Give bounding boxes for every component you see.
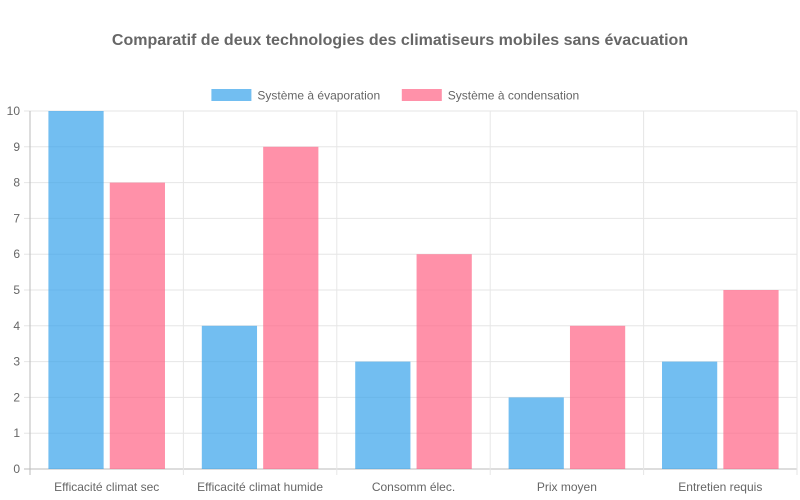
y-tick-label: 9 xyxy=(13,140,20,154)
x-tick-label: Efficacité climat sec xyxy=(54,480,159,494)
y-tick-label: 2 xyxy=(13,390,20,404)
y-tick-label: 0 xyxy=(13,462,20,476)
bar-condensation[interactable] xyxy=(263,146,319,470)
legend-swatch[interactable] xyxy=(211,89,252,101)
y-tick-label: 6 xyxy=(13,247,20,261)
y-tick-label: 4 xyxy=(13,319,20,333)
y-tick-label: 1 xyxy=(13,426,20,440)
bar-evaporation[interactable] xyxy=(355,361,411,469)
x-tick-label: Entretien requis xyxy=(678,480,762,494)
chart-legend[interactable]: Système à évaporation Système à condensat… xyxy=(211,89,579,103)
bar-condensation[interactable] xyxy=(569,325,626,469)
bar-evaporation[interactable] xyxy=(48,111,104,469)
bar-condensation[interactable] xyxy=(109,182,165,469)
legend-swatch[interactable] xyxy=(401,89,442,101)
bar-evaporation[interactable] xyxy=(662,361,718,469)
bar-evaporation[interactable] xyxy=(201,325,258,469)
legend-label[interactable]: Système à condensation xyxy=(448,89,579,103)
y-tick-label: 10 xyxy=(7,104,21,118)
y-tick-label: 3 xyxy=(13,355,20,369)
y-tick-label: 7 xyxy=(13,211,20,225)
y-tick-label: 8 xyxy=(13,176,20,190)
x-tick-label: Consomm élec. xyxy=(372,480,455,494)
x-tick-label: Prix moyen xyxy=(537,480,597,494)
y-axis-ticks: 0 1 2 3 4 5 6 7 8 9 10 xyxy=(7,104,21,476)
y-tick-label: 5 xyxy=(13,283,20,297)
bar-evaporation[interactable] xyxy=(508,397,564,469)
x-axis-ticks: Efficacité climat sec Efficacité climat h… xyxy=(54,480,762,494)
chart-title: Comparatif de deux technologies des clim… xyxy=(112,32,688,49)
chart-bars xyxy=(48,111,779,470)
bar-condensation[interactable] xyxy=(416,254,472,469)
x-tick-label: Efficacité climat humide xyxy=(197,480,323,494)
bar-condensation[interactable] xyxy=(723,290,779,469)
legend-label[interactable]: Système à évaporation xyxy=(257,89,380,103)
